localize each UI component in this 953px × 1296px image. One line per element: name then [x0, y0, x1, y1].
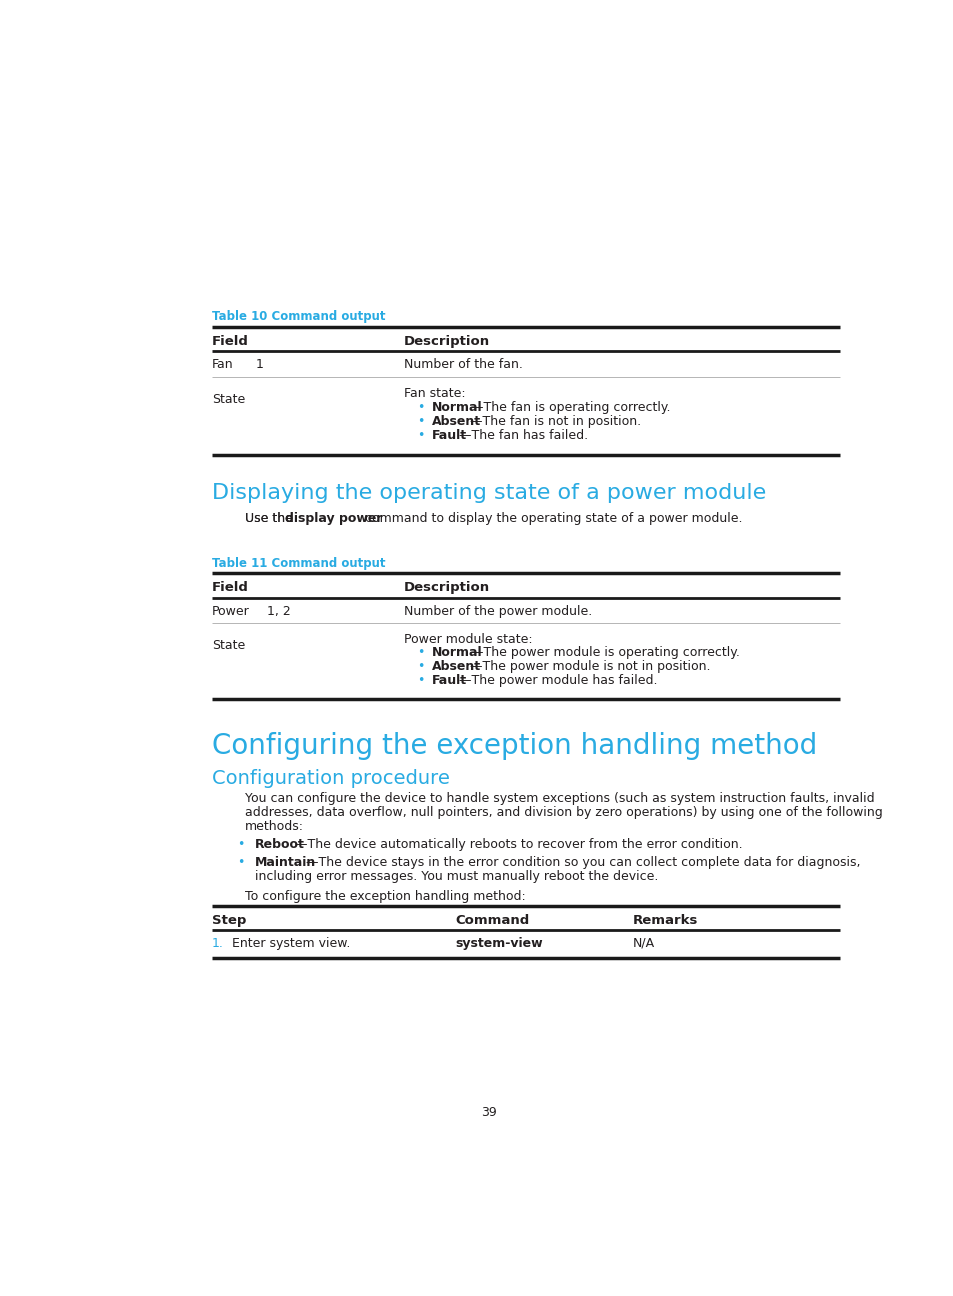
Text: Displaying the operating state of a power module: Displaying the operating state of a powe… [212, 483, 765, 503]
Text: •: • [416, 661, 424, 674]
Text: •: • [416, 647, 424, 660]
Text: —The fan is operating correctly.: —The fan is operating correctly. [471, 400, 670, 413]
Text: Absent: Absent [432, 415, 480, 428]
Text: 39: 39 [480, 1105, 497, 1118]
Text: Configuring the exception handling method: Configuring the exception handling metho… [212, 732, 816, 761]
Text: Remarks: Remarks [633, 914, 698, 927]
Text: —The fan is not in position.: —The fan is not in position. [470, 415, 640, 428]
Text: 1: 1 [255, 358, 264, 371]
Text: Normal: Normal [432, 647, 482, 660]
Text: Absent: Absent [432, 661, 480, 674]
Text: Table 11 Command output: Table 11 Command output [212, 557, 385, 570]
Text: command to display the operating state of a power module.: command to display the operating state o… [360, 512, 741, 525]
Text: system-view: system-view [456, 937, 542, 950]
Text: —The device automatically reboots to recover from the error condition.: —The device automatically reboots to rec… [294, 839, 742, 851]
Text: Fault: Fault [432, 429, 467, 442]
Text: Number of the fan.: Number of the fan. [403, 358, 522, 371]
Text: Command: Command [456, 914, 529, 927]
Text: Configuration procedure: Configuration procedure [212, 770, 449, 788]
Text: •: • [416, 674, 424, 687]
Text: including error messages. You must manually reboot the device.: including error messages. You must manua… [254, 870, 658, 883]
Text: 1.: 1. [212, 937, 223, 950]
Text: Number of the power module.: Number of the power module. [403, 604, 592, 618]
Text: Use the: Use the [245, 512, 296, 525]
Text: To configure the exception handling method:: To configure the exception handling meth… [245, 890, 525, 903]
Text: You can configure the device to handle system exceptions (such as system instruc: You can configure the device to handle s… [245, 792, 874, 805]
Text: —The power module has failed.: —The power module has failed. [458, 674, 657, 687]
Text: •: • [416, 415, 424, 428]
Text: State: State [212, 393, 245, 406]
Text: Fan state:: Fan state: [403, 388, 465, 400]
Text: Description: Description [403, 336, 490, 349]
Text: Fault: Fault [432, 674, 467, 687]
Text: addresses, data overflow, null pointers, and division by zero operations) by usi: addresses, data overflow, null pointers,… [245, 806, 882, 819]
Text: Enter system view.: Enter system view. [233, 937, 351, 950]
Text: Field: Field [212, 581, 249, 594]
Text: —The fan has failed.: —The fan has failed. [458, 429, 588, 442]
Text: Step: Step [212, 914, 246, 927]
Text: —The power module is not in position.: —The power module is not in position. [470, 661, 710, 674]
Text: 1, 2: 1, 2 [267, 604, 291, 618]
Text: Fan: Fan [212, 358, 233, 371]
Text: Reboot: Reboot [254, 839, 304, 851]
Text: Use the: Use the [245, 512, 296, 525]
Text: Power: Power [212, 604, 249, 618]
Text: —The power module is operating correctly.: —The power module is operating correctly… [471, 647, 740, 660]
Text: N/A: N/A [633, 937, 655, 950]
Text: •: • [237, 857, 245, 870]
Text: methods:: methods: [245, 820, 304, 833]
Text: State: State [212, 639, 245, 652]
Text: Power module state:: Power module state: [403, 632, 532, 645]
Text: Description: Description [403, 581, 490, 594]
Text: display power: display power [285, 512, 382, 525]
Text: •: • [416, 400, 424, 413]
Text: •: • [416, 429, 424, 442]
Text: •: • [237, 839, 245, 851]
Text: Field: Field [212, 336, 249, 349]
Text: Maintain: Maintain [254, 857, 315, 870]
Text: Normal: Normal [432, 400, 482, 413]
Text: —The device stays in the error condition so you can collect complete data for di: —The device stays in the error condition… [306, 857, 860, 870]
Text: Table 10 Command output: Table 10 Command output [212, 310, 385, 323]
